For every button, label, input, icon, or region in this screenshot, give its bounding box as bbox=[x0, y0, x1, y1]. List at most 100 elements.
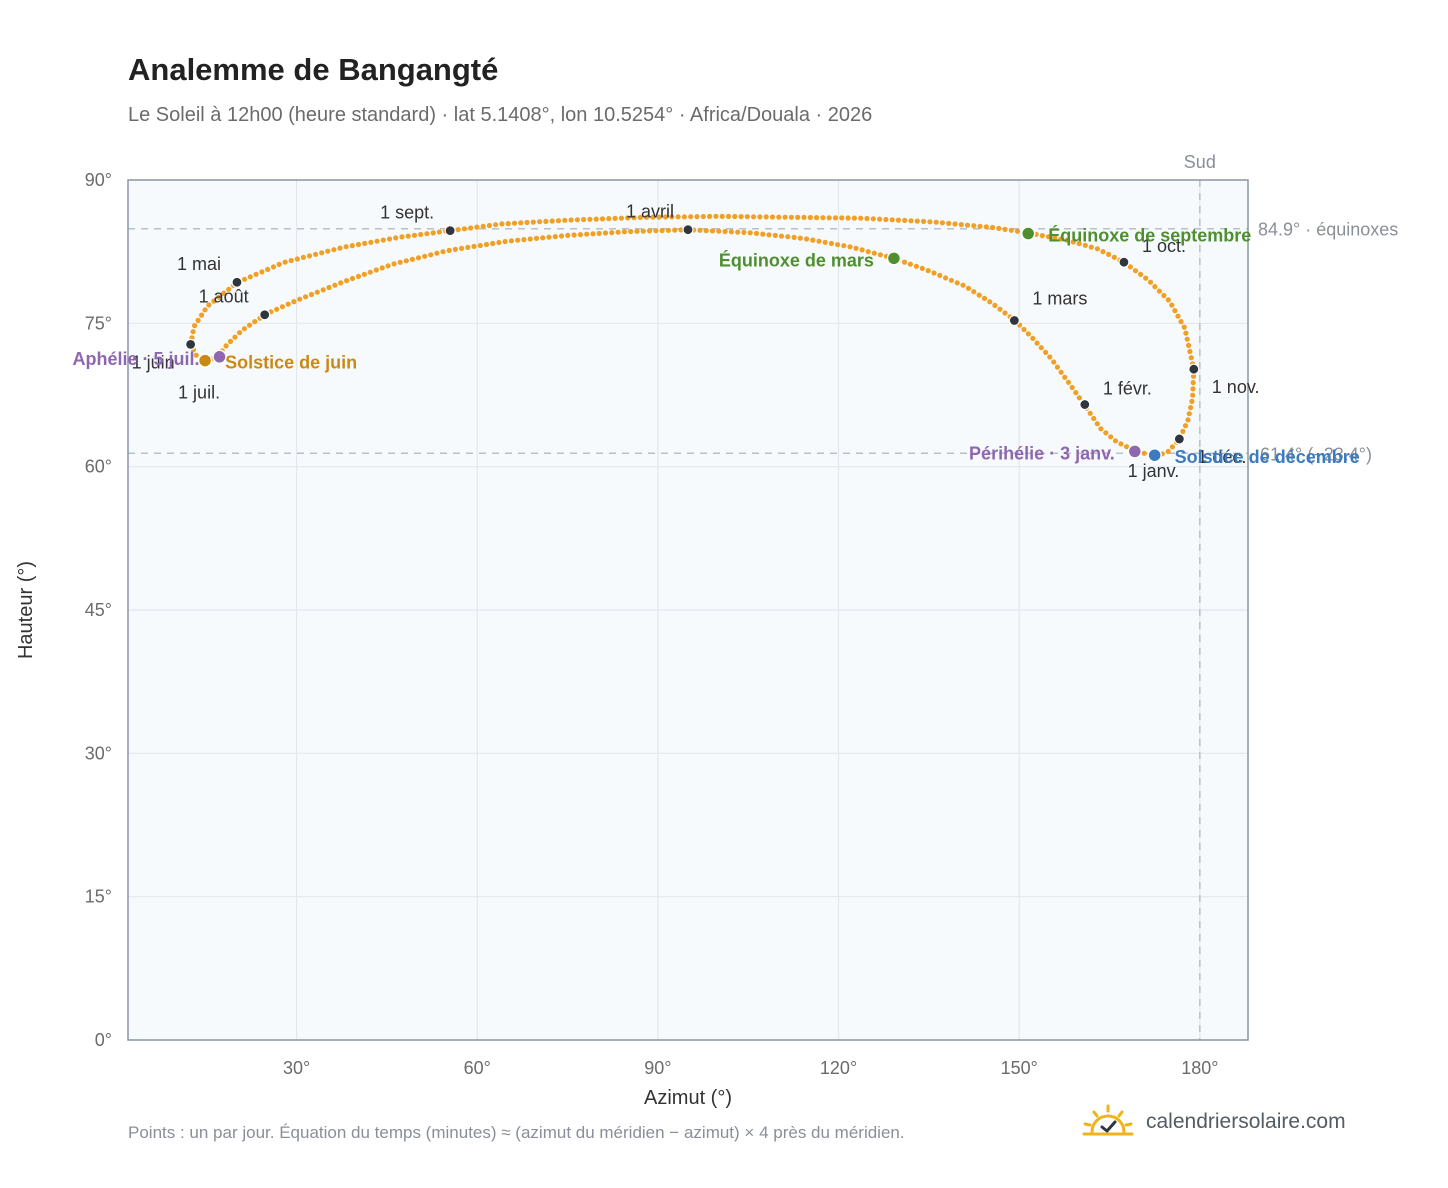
daily-point bbox=[300, 254, 306, 260]
daily-point bbox=[221, 290, 227, 296]
daily-point bbox=[1127, 264, 1133, 270]
daily-point bbox=[990, 224, 996, 231]
x-axis-title: Azimut (°) bbox=[644, 1087, 732, 1109]
daily-point bbox=[681, 214, 688, 220]
event-label: Aphélie · 5 juil. bbox=[72, 349, 199, 369]
daily-point bbox=[1103, 430, 1109, 436]
month-marker bbox=[231, 276, 243, 288]
daily-point bbox=[1070, 239, 1076, 245]
daily-point bbox=[393, 235, 399, 241]
daily-point bbox=[1180, 428, 1186, 434]
daily-point bbox=[558, 233, 565, 239]
daily-point bbox=[828, 240, 835, 247]
daily-point bbox=[656, 214, 662, 220]
daily-point bbox=[1091, 415, 1097, 422]
daily-point bbox=[782, 214, 788, 220]
daily-point bbox=[981, 295, 988, 301]
daily-point bbox=[1073, 390, 1079, 396]
daily-point bbox=[1178, 319, 1184, 325]
daily-point bbox=[703, 228, 709, 234]
daily-point bbox=[709, 228, 716, 234]
daily-point bbox=[835, 242, 841, 248]
daily-point bbox=[877, 252, 884, 258]
daily-point bbox=[766, 232, 772, 238]
daily-point bbox=[971, 289, 977, 295]
daily-point bbox=[291, 299, 297, 305]
daily-point bbox=[992, 302, 998, 308]
daily-point bbox=[1014, 228, 1021, 234]
daily-point bbox=[270, 264, 277, 270]
daily-point bbox=[804, 236, 810, 242]
daily-point bbox=[615, 229, 621, 235]
daily-point bbox=[797, 235, 803, 241]
daily-point bbox=[415, 255, 422, 261]
daily-point bbox=[533, 235, 540, 241]
daily-point bbox=[964, 222, 971, 228]
daily-point bbox=[508, 238, 514, 244]
daily-point bbox=[1030, 335, 1036, 341]
month-marker-label: 1 sept. bbox=[380, 203, 434, 223]
daily-point bbox=[362, 240, 368, 246]
month-marker-label: 1 août bbox=[199, 287, 249, 307]
event-label: Équinoxe de mars bbox=[719, 249, 874, 270]
daily-point bbox=[459, 245, 465, 251]
daily-point bbox=[853, 245, 859, 251]
daily-point bbox=[483, 241, 490, 248]
month-marker-label: 1 mars bbox=[1032, 288, 1087, 308]
daily-point bbox=[1181, 324, 1187, 330]
daily-point bbox=[716, 228, 722, 234]
daily-point bbox=[640, 228, 646, 234]
event-marker bbox=[1147, 447, 1162, 463]
daily-point bbox=[669, 214, 675, 220]
daily-point bbox=[1106, 251, 1112, 257]
event-marker bbox=[197, 353, 213, 368]
daily-point bbox=[847, 244, 853, 250]
daily-point bbox=[937, 272, 943, 278]
daily-point bbox=[606, 216, 612, 222]
daily-point bbox=[864, 215, 870, 222]
daily-point bbox=[524, 219, 530, 226]
daily-point bbox=[349, 275, 356, 282]
daily-point bbox=[1100, 249, 1106, 255]
daily-point bbox=[1038, 345, 1044, 351]
chart-subtitle: Le Soleil à 12h00 (heure standard) · lat… bbox=[128, 104, 873, 126]
brand[interactable]: calendriersolaire.com bbox=[1082, 1102, 1346, 1142]
daily-point bbox=[713, 213, 719, 219]
daily-point bbox=[344, 278, 350, 284]
daily-point bbox=[259, 269, 265, 275]
event-marker bbox=[1127, 444, 1143, 459]
daily-point bbox=[958, 222, 964, 228]
daily-point bbox=[418, 231, 424, 238]
daily-point bbox=[440, 249, 446, 255]
daily-point bbox=[1064, 237, 1070, 243]
daily-point bbox=[331, 247, 337, 253]
x-tick-label: 120° bbox=[820, 1058, 857, 1078]
daily-point bbox=[1190, 392, 1196, 398]
daily-point bbox=[253, 271, 259, 277]
daily-point bbox=[1045, 234, 1052, 240]
daily-point bbox=[788, 214, 795, 220]
daily-point bbox=[1069, 384, 1075, 391]
daily-point bbox=[581, 216, 587, 223]
event-label: Solstice de juin bbox=[225, 353, 357, 373]
month-marker-label: 1 févr. bbox=[1103, 379, 1152, 399]
daily-point bbox=[612, 215, 618, 221]
daily-point bbox=[555, 218, 562, 224]
daily-point bbox=[505, 221, 511, 227]
daily-point bbox=[1112, 438, 1119, 444]
daily-point bbox=[1002, 310, 1008, 316]
daily-point bbox=[424, 231, 430, 237]
daily-point bbox=[577, 232, 584, 238]
daily-point bbox=[480, 223, 486, 229]
daily-point bbox=[960, 282, 966, 288]
daily-point bbox=[294, 256, 300, 262]
sun-check-icon bbox=[1082, 1104, 1134, 1136]
month-marker bbox=[185, 338, 197, 350]
x-tick-label: 30° bbox=[283, 1058, 310, 1078]
daily-point bbox=[694, 214, 700, 220]
daily-point bbox=[883, 216, 889, 223]
y-tick-label: 0° bbox=[95, 1030, 112, 1050]
daily-point bbox=[618, 215, 625, 221]
daily-point bbox=[785, 234, 791, 240]
daily-point bbox=[877, 216, 883, 222]
